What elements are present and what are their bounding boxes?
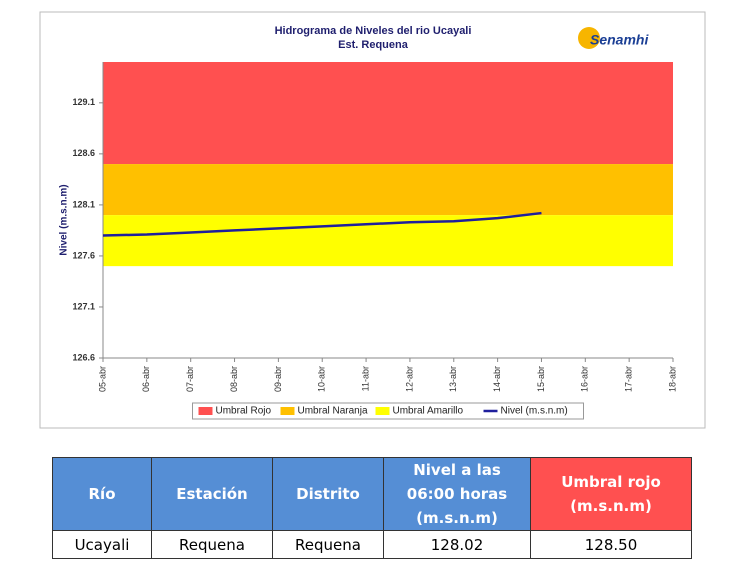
y-tick-label: 127.1: [72, 301, 95, 311]
cell: Requena: [151, 530, 273, 559]
x-tick-label: 11-abr: [360, 366, 370, 391]
x-tick-label: 18-abr: [667, 366, 677, 392]
x-tick-label: 10-abr: [317, 366, 327, 392]
cell: 128.02: [383, 530, 531, 559]
y-tick-label: 128.1: [72, 199, 95, 209]
legend-label: Umbral Naranja: [298, 406, 368, 417]
x-tick-label: 08-abr: [229, 366, 239, 392]
cell: Requena: [272, 530, 384, 559]
logo-text: Senamhi: [590, 32, 649, 48]
x-tick-label: 06-abr: [141, 366, 151, 392]
x-tick-label: 07-abr: [185, 366, 195, 392]
x-tick-label: 09-abr: [273, 366, 283, 392]
cell: 128.50: [530, 530, 692, 559]
y-axis-label: Nivel (m.s.n.m): [59, 184, 70, 255]
threshold-band: [103, 164, 673, 216]
chart-title: Hidrograma de Niveles del rio Ucayali: [275, 25, 472, 37]
x-tick-label: 15-abr: [536, 366, 546, 392]
x-tick-label: 16-abr: [580, 366, 590, 392]
chart: Hidrograma de Niveles del rio Ucayali Es…: [39, 11, 706, 429]
x-tick-label: 17-abr: [624, 366, 634, 392]
y-tick-label: 127.6: [72, 250, 95, 260]
legend-swatch: [198, 407, 213, 415]
threshold-band: [103, 62, 673, 165]
legend-label: Umbral Amarillo: [393, 406, 464, 417]
y-tick-label: 129.1: [72, 97, 95, 107]
legend-label: Umbral Rojo: [216, 406, 272, 417]
header-cell: Umbral rojo (m.s.n.m): [530, 457, 692, 531]
x-tick-label: 14-abr: [492, 366, 502, 392]
header-cell: Estación: [151, 457, 273, 531]
legend-swatch: [280, 407, 295, 415]
logo-sun: [578, 27, 600, 49]
y-tick-label: 128.6: [72, 148, 95, 158]
series-line: [102, 211, 542, 237]
header-cell: Río: [52, 457, 152, 531]
cell: Ucayali: [52, 530, 152, 559]
table: Río Estación Distrito Nivel a las 06:00 …: [52, 457, 692, 559]
legend-swatch: [375, 407, 390, 415]
legend-label: Nivel (m.s.n.m): [501, 406, 568, 417]
chart-subtitle: Est. Requena: [338, 39, 409, 51]
header-cell: Nivel a las 06:00 horas (m.s.n.m): [383, 457, 531, 531]
x-tick-label: 12-abr: [404, 366, 414, 392]
header-cell: Distrito: [272, 457, 384, 531]
y-tick-label: 126.6: [72, 352, 95, 362]
x-tick-label: 13-abr: [448, 366, 458, 392]
table-header: Río Estación Distrito Nivel a las 06:00 …: [52, 457, 692, 531]
x-tick-label: 05-abr: [97, 366, 107, 392]
table-row: Ucayali Requena Requena 128.02 128.50: [52, 530, 692, 559]
